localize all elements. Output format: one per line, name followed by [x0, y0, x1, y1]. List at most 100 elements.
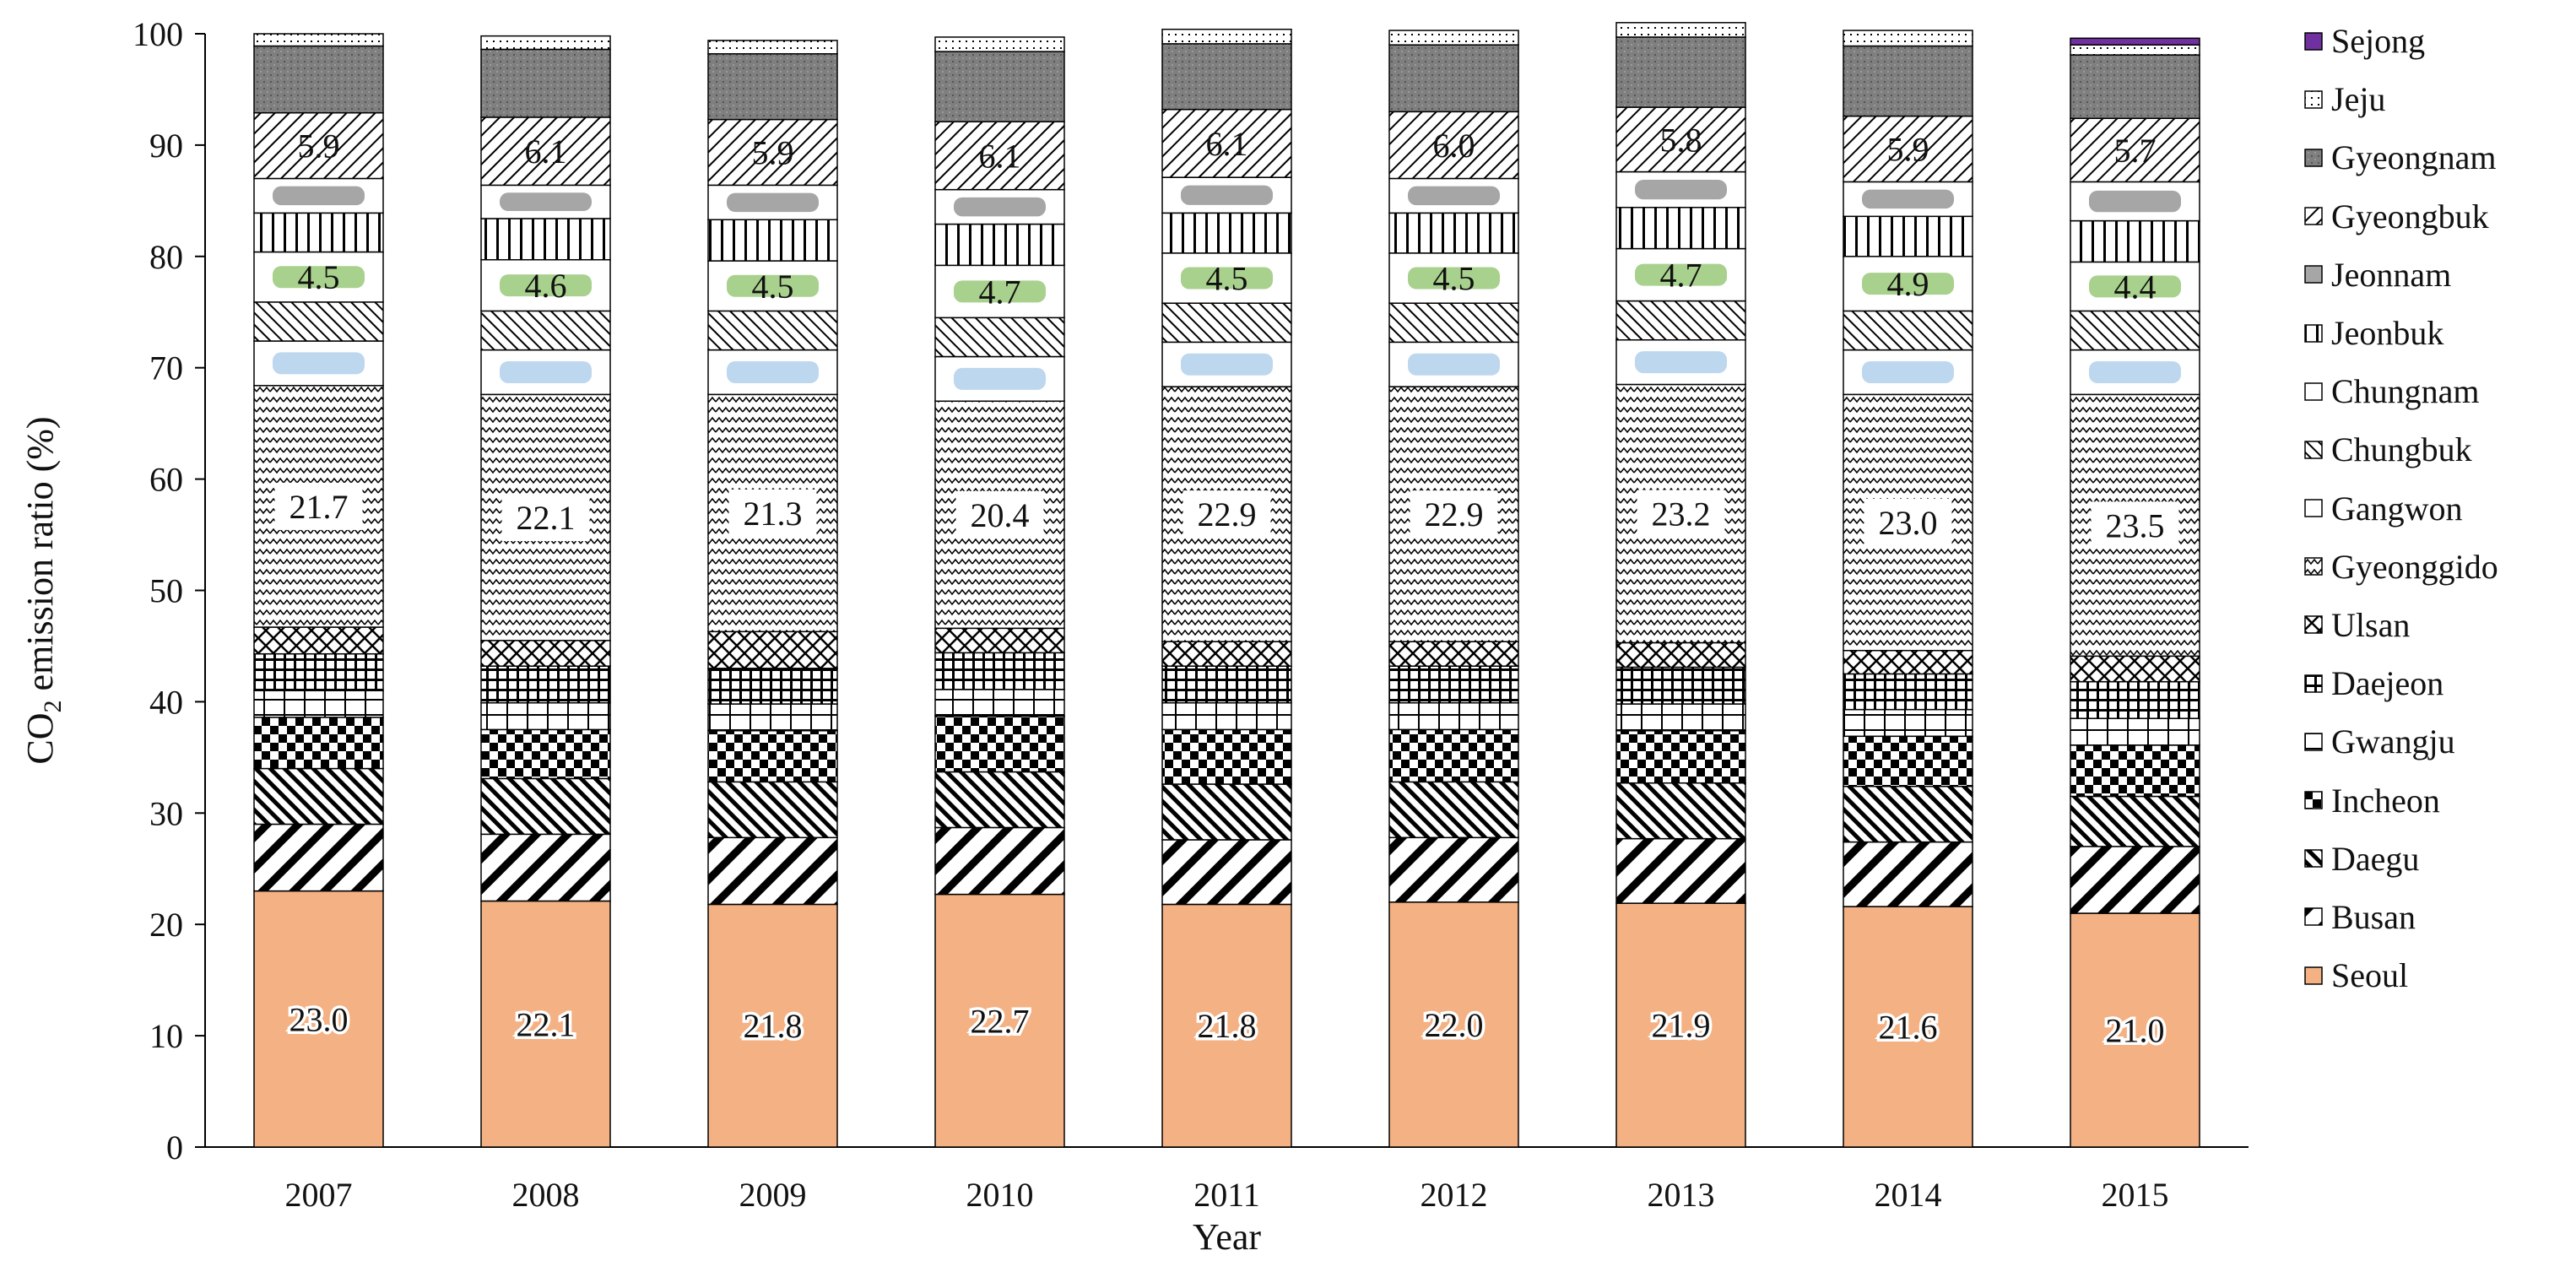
data-label-chungnam: 4.7 — [1660, 257, 1702, 295]
legend-swatch-gangwon — [2304, 499, 2323, 517]
bar-segment-band-jeonnam — [1635, 180, 1727, 200]
y-axis-title-sub: 2 — [39, 700, 67, 712]
legend-label-gwangju: Gwangju — [2331, 723, 2455, 761]
legend-label-seoul: Seoul — [2331, 956, 2409, 995]
bar-segment-daegu — [2070, 795, 2200, 847]
bar-segment-ulsan — [253, 626, 384, 655]
bar-segment-jeju — [2070, 44, 2200, 56]
bar-segment-band-jeonnam — [273, 186, 365, 206]
data-label-bg — [501, 494, 590, 542]
data-label-seoul: 22.0 — [1425, 1006, 1484, 1044]
legend-item-gyeonggido: Gyeonggido — [2304, 538, 2574, 596]
bar-segment-daejeon — [1843, 673, 1973, 711]
legend-swatch-jeonnam — [2304, 265, 2323, 284]
data-label-gyeongbuk: 6.1 — [525, 133, 567, 170]
bar-segment-chungbuk — [1388, 302, 1519, 344]
bar-segment-band-gangwon — [500, 360, 592, 383]
bar-segment-jeonbuk — [253, 212, 384, 253]
bar-segment-chungbuk — [2070, 310, 2200, 351]
bar-segment-daejeon — [253, 652, 384, 691]
bar-segment-daejeon — [934, 652, 1065, 690]
bar-segment-jeju — [707, 40, 838, 55]
data-label-bg — [274, 482, 363, 530]
data-label-gyeongbuk: 5.9 — [1887, 131, 1929, 169]
data-label-bg — [955, 490, 1044, 538]
bar-segment-gyeongnam — [1843, 45, 1973, 117]
bar-segment-band-jeonnam — [1181, 185, 1273, 205]
data-label-seoul: 21.9 — [1652, 1007, 1711, 1045]
bar-segment-ulsan — [1615, 641, 1746, 668]
bar-segment-busan — [480, 833, 611, 902]
legend-item-seoul: Seoul — [2304, 946, 2574, 1004]
bar-segment-chungbuk — [707, 310, 838, 351]
bar-segment-band-chungnam — [727, 274, 819, 297]
y-axis-title-post: emission ratio (%) — [19, 416, 61, 700]
data-label-chungnam: 4.4 — [2114, 268, 2157, 306]
x-tick-label: 2011 — [1193, 1176, 1260, 1214]
bar-segment-daejeon — [2070, 680, 2200, 719]
legend-item-jeonnam: Jeonnam — [2304, 246, 2574, 304]
legend-item-daejeon: Daejeon — [2304, 654, 2574, 712]
data-label-gyeonggido: 22.9 — [1425, 495, 1484, 533]
bar-segment-incheon — [2070, 744, 2200, 798]
bar-segment-gyeongbuk — [1843, 115, 1973, 183]
data-label-chungnam: 4.7 — [979, 273, 1021, 311]
legend-label-busan: Busan — [2331, 897, 2416, 936]
bar-segment-chungbuk — [1615, 300, 1746, 341]
bar-segment-gwangju — [253, 690, 384, 718]
data-label-bg — [2091, 501, 2179, 549]
bar-segment-band-chungnam — [1181, 267, 1273, 290]
bar-stack-2010: 22.7 20.4 4.7 6.1 — [934, 36, 1065, 1148]
legend-swatch-gyeonggido — [2304, 557, 2323, 576]
bar-segment-busan — [1615, 837, 1746, 904]
bar-segment-jeonbuk — [2070, 219, 2200, 263]
bar-segment-incheon — [253, 717, 384, 770]
legend-label-gangwon: Gangwon — [2331, 489, 2463, 528]
legend-item-sejong: Sejong — [2304, 12, 2574, 70]
data-label-gyeonggido: 22.1 — [517, 499, 576, 537]
bar-segment-daejeon — [707, 668, 838, 705]
legend-item-ulsan: Ulsan — [2304, 596, 2574, 654]
data-label-seoul: 22.1 — [517, 1005, 576, 1043]
bar-segment-chungbuk — [1161, 302, 1292, 344]
legend-item-jeju: Jeju — [2304, 70, 2574, 128]
bar-segment-gwangju — [480, 701, 611, 731]
bar-segment-jeonbuk — [1843, 215, 1973, 257]
data-label-bg — [1410, 490, 1498, 538]
bar-segment-jeonbuk — [707, 219, 838, 262]
bar-segment-seoul — [2070, 912, 2200, 1148]
legend: Sejong Jeju Gyeongnam Gyeongbuk Jeonnam Jeonb… — [2304, 12, 2574, 1004]
bar-segment-jeonbuk — [934, 223, 1065, 267]
bar-segment-band-chungnam — [954, 280, 1046, 303]
legend-swatch-jeonbuk — [2304, 323, 2323, 343]
y-tick-label: 10 — [149, 1017, 183, 1055]
bar-segment-gyeongnam — [707, 52, 838, 121]
legend-swatch-ulsan — [2304, 615, 2323, 635]
bar-segment-gyeongbuk — [1161, 108, 1292, 178]
bar-segment-seoul — [480, 900, 611, 1148]
x-tick-label: 2009 — [739, 1176, 807, 1214]
data-label-seoul: 21.6 — [1879, 1009, 1938, 1047]
bar-segment-jeju — [1388, 30, 1519, 46]
data-label-bg — [1182, 490, 1271, 538]
bar-segment-busan — [934, 826, 1065, 896]
legend-swatch-daegu — [2304, 849, 2323, 868]
data-label-gyeonggido: 23.2 — [1652, 495, 1711, 533]
bar-segment-ulsan — [1843, 649, 1973, 675]
legend-item-daegu: Daegu — [2304, 830, 2574, 888]
legend-item-gyeongbuk: Gyeongbuk — [2304, 187, 2574, 246]
legend-swatch-gyeongbuk — [2304, 207, 2323, 225]
bar-segment-jeonbuk — [1615, 207, 1746, 250]
bar-segment-daegu — [1388, 781, 1519, 839]
legend-item-chungbuk: Chungbuk — [2304, 420, 2574, 479]
x-tick-label: 2015 — [2102, 1176, 2169, 1214]
data-label-gyeongbuk: 6.1 — [979, 137, 1021, 175]
bar-segment-daegu — [934, 771, 1065, 829]
bar-segment-ulsan — [1161, 641, 1292, 667]
y-tick-label: 100 — [133, 15, 183, 53]
data-label-gyeongbuk: 6.1 — [1206, 125, 1248, 163]
data-label-chungnam: 4.5 — [1433, 260, 1475, 298]
bar-segment-gyeongnam — [2070, 54, 2200, 119]
data-label-chungnam: 4.5 — [298, 258, 340, 296]
bar-segment-band-jeonnam — [954, 197, 1046, 217]
